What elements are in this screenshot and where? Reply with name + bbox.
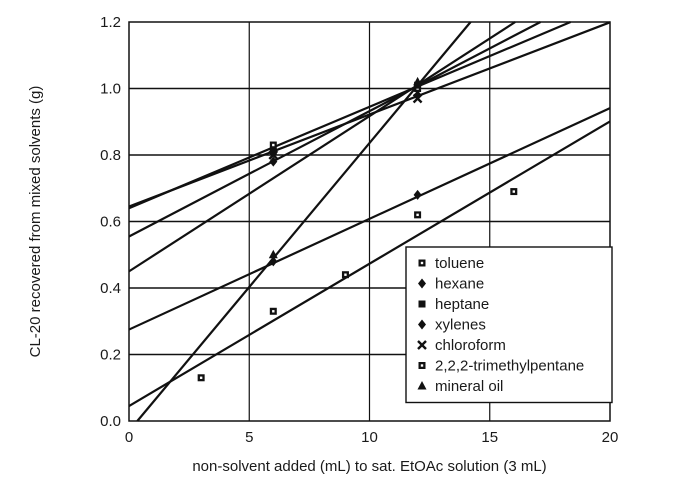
data-points	[197, 76, 518, 382]
legend-marker	[417, 381, 427, 390]
grid	[129, 22, 610, 421]
y-tick-label: 0.4	[100, 280, 121, 297]
data-point	[269, 141, 277, 149]
y-axis-title: CL-20 recovered from mixed solvents (g)	[27, 86, 44, 358]
data-point	[412, 93, 423, 104]
x-axis-title: non-solvent added (mL) to sat. EtOAc sol…	[192, 458, 546, 475]
legend-marker	[418, 278, 426, 289]
fit-line	[128, 21, 516, 273]
x-tick-label: 15	[481, 429, 498, 446]
data-point	[510, 188, 518, 196]
legend-label: toluene	[435, 255, 484, 272]
data-point	[341, 271, 349, 279]
legend-label: chloroform	[435, 337, 506, 354]
x-tick-label: 5	[245, 429, 253, 446]
legend-marker	[418, 300, 426, 308]
legend-box	[405, 246, 613, 404]
fit-line	[128, 20, 572, 210]
data-point	[269, 256, 278, 267]
data-point	[269, 148, 277, 156]
data-point	[197, 374, 205, 382]
legend-label: heptane	[435, 296, 489, 313]
x-tick-label: 10	[361, 429, 378, 446]
tick-labels: 0 5 10 15 20 0.0 0.2 0.4 0.6 0.8 1.0 1.2	[100, 14, 618, 446]
data-point	[268, 249, 278, 259]
data-point	[414, 211, 422, 219]
y-tick-label: 0.8	[100, 147, 121, 164]
data-point	[269, 156, 278, 167]
legend-marker	[418, 259, 426, 267]
legend-label: 2,2,2-trimethylpentane	[435, 358, 584, 375]
fit-line	[128, 107, 611, 331]
legend-marker	[418, 319, 426, 330]
y-tick-label: 0.2	[100, 347, 121, 364]
plot-frame	[128, 21, 611, 422]
y-tick-label: 1.0	[100, 81, 121, 98]
data-point	[268, 150, 279, 160]
fit-line	[128, 21, 611, 208]
fit-line	[128, 120, 611, 407]
data-point	[413, 189, 422, 200]
legend-label: mineral oil	[435, 378, 503, 395]
legend-label: hexane	[435, 276, 484, 293]
legend-marker	[417, 340, 427, 350]
y-tick-label: 0.0	[100, 413, 121, 430]
y-tick-label: 0.6	[100, 214, 121, 231]
y-tick-label: 1.2	[100, 14, 121, 31]
data-point	[413, 76, 423, 86]
fit-line	[128, 21, 541, 238]
x-tick-label: 20	[602, 429, 619, 446]
legend-marker	[418, 362, 426, 369]
x-tick-label: 0	[125, 429, 133, 446]
data-point	[269, 307, 277, 315]
legend: toluene hexane heptane xylenes chloroform 2,2…	[405, 246, 613, 404]
legend-label: xylenes	[435, 317, 486, 334]
